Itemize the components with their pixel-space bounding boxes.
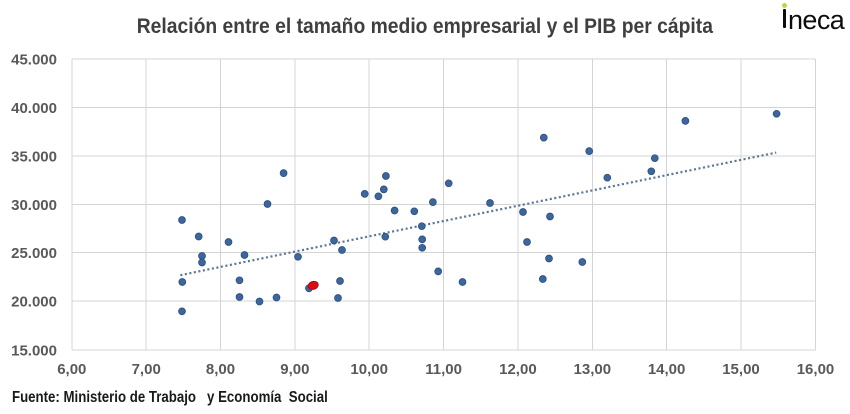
svg-text:14,00: 14,00 — [648, 361, 686, 378]
svg-text:45.000: 45.000 — [11, 51, 57, 68]
svg-text:16,00: 16,00 — [797, 361, 835, 378]
svg-text:13,00: 13,00 — [574, 361, 612, 378]
svg-text:40.000: 40.000 — [11, 100, 57, 117]
svg-text:7,00: 7,00 — [132, 361, 161, 378]
svg-text:15,00: 15,00 — [722, 361, 760, 378]
svg-text:6,00: 6,00 — [57, 361, 86, 378]
svg-text:35.000: 35.000 — [11, 148, 57, 165]
svg-text:9,00: 9,00 — [280, 361, 309, 378]
svg-text:10,00: 10,00 — [350, 361, 388, 378]
svg-text:15.000: 15.000 — [11, 343, 57, 360]
svg-text:25.000: 25.000 — [11, 245, 57, 262]
svg-text:12,00: 12,00 — [499, 361, 537, 378]
svg-text:20.000: 20.000 — [11, 293, 57, 310]
svg-text:30.000: 30.000 — [11, 197, 57, 214]
svg-text:11,00: 11,00 — [425, 361, 462, 378]
svg-text:8,00: 8,00 — [206, 361, 235, 378]
